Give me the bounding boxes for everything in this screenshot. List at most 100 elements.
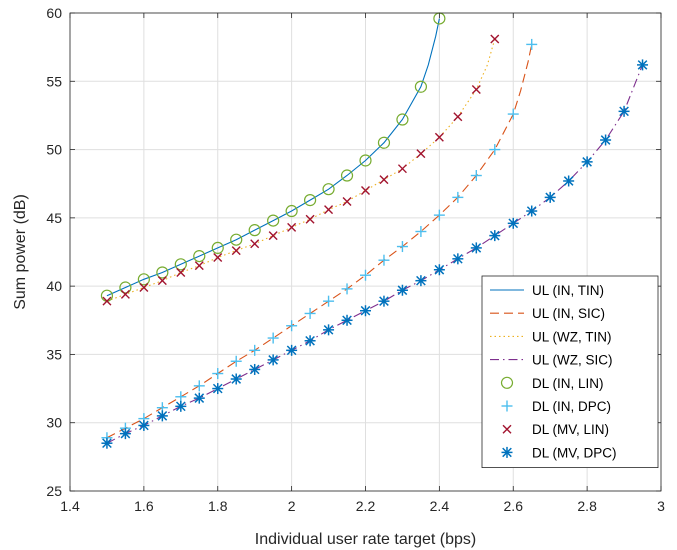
marker-x-b [250,239,260,249]
data-point [250,239,260,249]
marker-circle [137,273,150,286]
data-point [452,253,464,265]
data-point [193,249,206,263]
marker-x-b [416,149,426,159]
legend-item: DL (MV, DPC) [501,445,617,460]
marker-x-b [120,289,130,299]
marker-circle [340,169,354,182]
marker-ast-b [139,420,149,431]
data-point [414,80,428,93]
data-point [286,344,298,356]
marker-x-b [102,296,112,306]
y-tick-label: 50 [46,142,62,158]
series-markers-dl-in-dpc [101,38,538,444]
data-point [396,284,408,296]
data-point [268,231,278,241]
legend-marker-swatch [500,376,514,389]
data-point [212,368,224,380]
data-point [304,335,316,347]
marker-x-b [434,132,444,142]
legend-item: UL (IN, TIN) [490,283,604,298]
series-line-ul-in-sic [106,44,533,439]
data-point [415,226,427,238]
data-point [176,267,186,277]
legend-label: UL (IN, SIC) [532,306,605,321]
legend-label: DL (MV, DPC) [532,445,617,460]
marker-ast-b [508,218,519,229]
marker-ast-b [231,374,242,384]
data-point [213,252,223,262]
data-point [341,314,353,326]
data-point [322,183,335,196]
legend-item: UL (WZ, TIN) [490,329,612,344]
marker-circle [303,194,317,207]
data-point [193,380,205,392]
marker-circle [285,204,298,218]
data-point [378,254,390,266]
series-markers-dl-mv-lin [102,34,500,306]
legend-label: UL (WZ, TIN) [532,329,612,344]
data-point [637,59,649,71]
legend-label: DL (IN, DPC) [532,399,611,414]
data-point [249,344,261,356]
data-point [359,154,372,167]
data-point [360,269,371,281]
data-point [526,38,538,50]
data-point [433,264,445,276]
data-point [378,295,390,307]
data-point [303,194,317,207]
data-point [175,391,187,403]
series-line-ul-wz-sic [106,64,644,444]
axes: 1.4 1.6 1.8 2 2.2 2.4 2.6 2.8 3 25 30 35 40 45 50 55 60 [46,5,665,514]
marker-circle [500,376,514,389]
y-tick-label: 40 [46,278,62,294]
marker-circle [193,249,206,263]
marker-x-b [490,34,500,44]
marker-ast-b [637,60,648,70]
marker-ast-b [268,355,278,365]
marker-ast-b [323,325,334,335]
data-point [323,324,335,336]
data-point [156,410,168,422]
marker-ast-b [286,345,297,356]
series-markers-dl-mv-dpc [101,59,649,449]
marker-x-b [502,424,512,434]
marker-ast-b [194,393,205,403]
marker-ast-b [416,275,426,286]
marker-x-b [139,283,149,293]
data-point [157,276,167,286]
data-point [230,233,243,246]
data-point [287,222,297,232]
legend-item: DL (MV, LIN) [502,422,609,437]
legend-marker-swatch [501,446,513,458]
data-point [267,354,279,366]
data-point [267,214,280,227]
data-point [230,373,242,385]
y-tick-label: 45 [46,210,62,226]
legend: UL (IN, TIN) UL (IN, SIC) UL (WZ, TIN) UL (… [481,275,659,469]
data-point [120,289,130,299]
data-point [581,156,593,168]
marker-x-b [361,186,370,196]
legend-item: DL (IN, LIN) [500,376,604,391]
marker-ast-b [619,106,629,117]
marker-circle [156,266,169,279]
marker-ast-b [434,264,445,275]
data-point [286,320,298,332]
data-point [211,241,224,255]
x-tick-label: 2.2 [356,498,376,514]
data-point [470,170,482,182]
data-point [230,355,242,367]
legend-label: DL (MV, LIN) [532,422,609,437]
y-tick-label: 60 [46,5,62,21]
marker-circle [230,233,243,246]
x-axis-label: Individual user rate target (bps) [255,531,476,548]
y-tick-label: 30 [46,415,62,431]
data-point [138,419,150,431]
data-point [323,295,335,307]
marker-ast-b [471,243,482,253]
marker-ast-b [526,206,537,216]
marker-ast-b [175,401,186,412]
x-tick-label: 1.6 [134,498,154,514]
